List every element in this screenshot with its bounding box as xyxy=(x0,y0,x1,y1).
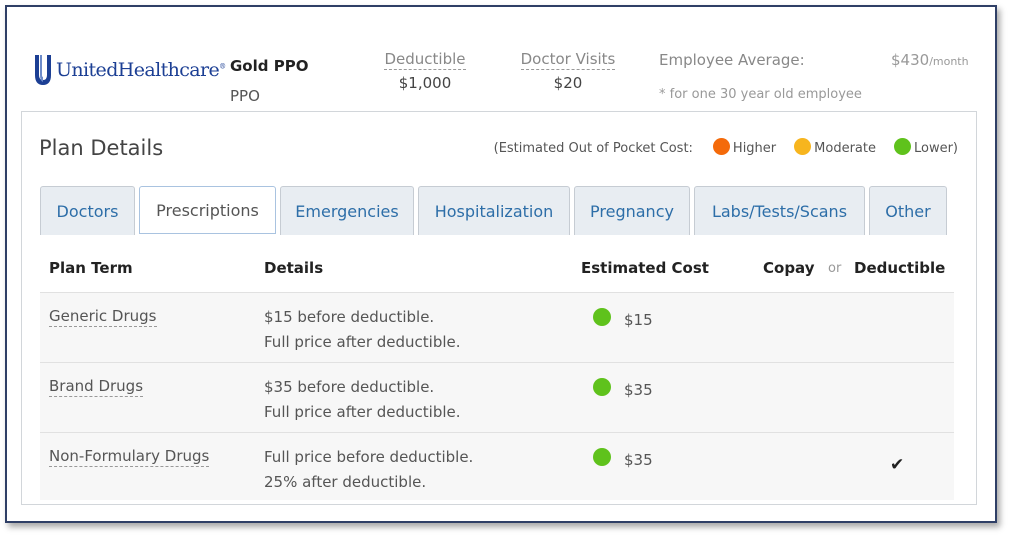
doctor-visits-stat: Doctor Visits $20 xyxy=(515,50,621,92)
cost-legend: (Estimated Out of Pocket Cost: Higher Mo… xyxy=(493,138,958,157)
employee-average-note: * for one 30 year old employee xyxy=(659,87,862,102)
doctor-visits-label[interactable]: Doctor Visits xyxy=(520,50,616,70)
tab-emergencies[interactable]: Emergencies xyxy=(280,186,414,235)
tab-pregnancy[interactable]: Pregnancy xyxy=(574,186,690,235)
table-row: Generic Drugs $15 before deductible. Ful… xyxy=(40,292,954,362)
header-deductible: Deductible xyxy=(854,259,946,277)
deductible-value: $1,000 xyxy=(398,74,452,92)
table-row: Brand Drugs $35 before deductible. Full … xyxy=(40,362,954,432)
circle-dot-icon xyxy=(593,308,611,326)
prescriptions-table: Plan Term Details Estimated Cost Copay o… xyxy=(40,250,954,500)
header-plan-term: Plan Term xyxy=(49,259,133,277)
plan-name: Gold PPO xyxy=(230,57,309,75)
circle-dot-icon xyxy=(593,448,611,466)
header-or: or xyxy=(828,261,842,276)
higher-dot-icon xyxy=(712,138,730,155)
header-estimated-cost: Estimated Cost xyxy=(581,259,709,277)
circle-dot-icon xyxy=(593,378,611,396)
estimated-cost: $35 xyxy=(624,451,653,469)
tab-doctors[interactable]: Doctors xyxy=(40,186,135,235)
lower-dot-icon xyxy=(893,138,911,155)
legend-lower: Lower) xyxy=(913,141,958,156)
legend-higher: Higher xyxy=(732,141,777,156)
category-tabs: Doctors Prescriptions Emergencies Hospit… xyxy=(40,186,947,235)
brand-logo: UnitedHealthcare® xyxy=(34,53,226,87)
unitedhealthcare-shield-icon xyxy=(35,55,51,85)
brand-name: UnitedHealthcare® xyxy=(56,59,226,81)
tab-other[interactable]: Other xyxy=(869,186,947,235)
checkmark-icon: ✔ xyxy=(890,455,905,475)
plan-card: UnitedHealthcare® Gold PPO PPO Deductibl… xyxy=(5,5,997,523)
plan-term[interactable]: Brand Drugs xyxy=(49,377,144,397)
estimated-cost: $15 xyxy=(624,311,653,329)
term-details: Full price before deductible. 25% after … xyxy=(264,448,474,491)
tab-labs-tests-scans[interactable]: Labs/Tests/Scans xyxy=(694,186,865,235)
deductible-label[interactable]: Deductible xyxy=(384,50,466,70)
header-details: Details xyxy=(264,259,324,277)
legend-prefix: (Estimated Out of Pocket Cost: xyxy=(493,141,693,156)
panel-title: Plan Details xyxy=(39,136,164,160)
employee-average-label: Employee Average: xyxy=(659,51,805,69)
tab-prescriptions[interactable]: Prescriptions xyxy=(139,186,276,234)
plan-term[interactable]: Generic Drugs xyxy=(49,307,157,327)
estimated-cost: $35 xyxy=(624,381,653,399)
moderate-dot-icon xyxy=(794,138,812,155)
table-header: Plan Term Details Estimated Cost Copay o… xyxy=(40,250,954,292)
term-details: $35 before deductible. Full price after … xyxy=(264,378,461,421)
plan-term[interactable]: Non-Formulary Drugs xyxy=(49,447,210,467)
table-row: Non-Formulary Drugs Full price before de… xyxy=(40,432,954,500)
plan-type: PPO xyxy=(230,87,260,105)
tab-hospitalization[interactable]: Hospitalization xyxy=(418,186,570,235)
deductible-stat: Deductible $1,000 xyxy=(379,50,471,92)
header-copay: Copay xyxy=(763,259,815,277)
term-details: $15 before deductible. Full price after … xyxy=(264,308,461,351)
employee-average-value: $430/month xyxy=(891,51,969,69)
legend-moderate: Moderate xyxy=(814,141,876,156)
doctor-visits-value: $20 xyxy=(553,74,583,92)
plan-details-panel: Plan Details (Estimated Out of Pocket Co… xyxy=(21,111,977,505)
